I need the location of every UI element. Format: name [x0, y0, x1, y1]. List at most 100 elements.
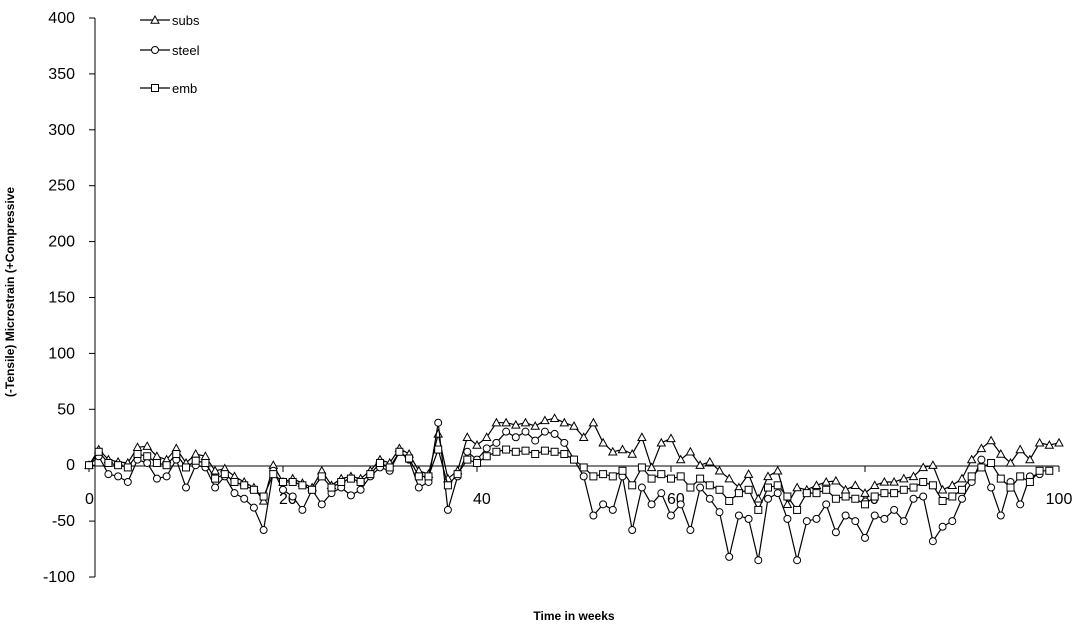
x-tick-label: 40 [473, 491, 491, 508]
data-point-emb [531, 450, 540, 459]
data-point-emb [1016, 472, 1025, 481]
data-point-emb [861, 500, 869, 509]
data-point-subs [986, 435, 996, 445]
data-point-emb [385, 463, 394, 472]
data-point-emb [346, 474, 355, 483]
data-point-subs [937, 484, 948, 494]
data-point-steel [696, 483, 705, 492]
data-point-emb [143, 452, 152, 461]
data-point-emb [996, 474, 1005, 483]
data-point-steel [123, 477, 132, 486]
data-point-emb [240, 481, 249, 490]
data-point-steel [870, 511, 879, 520]
data-point-steel [162, 472, 171, 481]
data-point-steel [521, 427, 530, 436]
y-tick-label: 250 [48, 178, 75, 195]
data-point-subs [957, 473, 967, 483]
data-point-emb [482, 452, 491, 461]
data-point-subs [569, 421, 579, 430]
data-point-steel [734, 511, 743, 520]
data-point-subs [772, 465, 783, 475]
data-point-steel [608, 505, 617, 514]
data-point-steel [502, 427, 511, 436]
data-point-steel [249, 503, 258, 512]
data-point-emb [938, 496, 947, 505]
data-point-steel [841, 511, 850, 520]
data-point-subs [850, 480, 861, 490]
data-point-steel [182, 483, 190, 492]
data-point-steel [152, 474, 161, 483]
data-point-emb [376, 458, 384, 467]
legend-item-steel: steel [140, 43, 200, 58]
data-point-steel [861, 533, 869, 542]
data-point-emb [511, 447, 520, 456]
data-point-emb [94, 447, 103, 456]
data-point-subs [607, 446, 618, 456]
y-tick-label: 350 [48, 66, 75, 83]
data-point-steel [919, 492, 928, 501]
data-point-emb [967, 472, 976, 481]
data-point-emb [182, 463, 190, 472]
data-point-subs [753, 493, 764, 503]
data-point-emb [802, 489, 811, 498]
data-point-emb [172, 450, 181, 459]
data-point-steel [725, 552, 734, 561]
data-point-emb [191, 456, 200, 465]
data-point-emb [211, 474, 220, 483]
data-point-emb [473, 458, 481, 467]
data-point-steel [977, 455, 986, 464]
x-axis-title: Time in weeks [533, 609, 614, 623]
data-point-subs [510, 419, 521, 429]
data-point-subs [1044, 440, 1055, 449]
data-point-steel [676, 500, 685, 509]
data-point-steel [211, 483, 220, 492]
data-point-emb [773, 481, 782, 490]
data-point-emb [919, 477, 928, 486]
data-point-steel [899, 517, 908, 526]
data-point-emb [405, 454, 414, 463]
data-point-subs [501, 417, 511, 427]
data-point-subs [782, 499, 793, 509]
data-point-emb [637, 463, 646, 472]
data-point-subs [976, 443, 987, 453]
data-point-subs [258, 495, 269, 505]
data-point-subs [831, 475, 841, 485]
data-point-steel [492, 438, 501, 447]
data-point-emb [152, 458, 161, 467]
data-point-subs [646, 462, 657, 472]
data-point-steel [686, 526, 695, 535]
data-point-emb [589, 472, 598, 481]
data-point-emb [851, 494, 860, 503]
data-point-emb [958, 485, 966, 494]
data-point-emb [463, 455, 472, 464]
data-point-emb [327, 483, 336, 492]
data-point-subs [666, 433, 676, 443]
data-point-emb [356, 477, 365, 486]
data-point-emb [337, 477, 346, 486]
y-tick-label: -100 [43, 569, 75, 586]
data-point-emb [870, 492, 879, 501]
data-point-steel [831, 528, 840, 537]
data-point-steel [589, 511, 598, 520]
data-point-subs [1054, 437, 1064, 447]
data-point-subs [908, 471, 919, 481]
data-point-emb [220, 470, 229, 479]
data-point-emb [705, 481, 714, 490]
data-point-emb [424, 472, 433, 481]
data-point-subs [685, 446, 696, 456]
data-point-steel [851, 517, 860, 526]
data-point-steel [317, 500, 326, 509]
data-point-emb [249, 485, 258, 494]
data-point-steel [288, 492, 297, 501]
data-point-steel [958, 494, 966, 503]
data-point-subs [530, 421, 541, 430]
data-point-steel [948, 517, 957, 526]
data-point-subs [889, 476, 899, 486]
data-point-subs [1034, 437, 1045, 447]
data-point-steel [909, 494, 918, 503]
data-point-emb [434, 445, 443, 454]
data-point-subs [869, 480, 880, 490]
legend-marker-steel [151, 46, 159, 54]
data-point-emb [880, 489, 889, 498]
